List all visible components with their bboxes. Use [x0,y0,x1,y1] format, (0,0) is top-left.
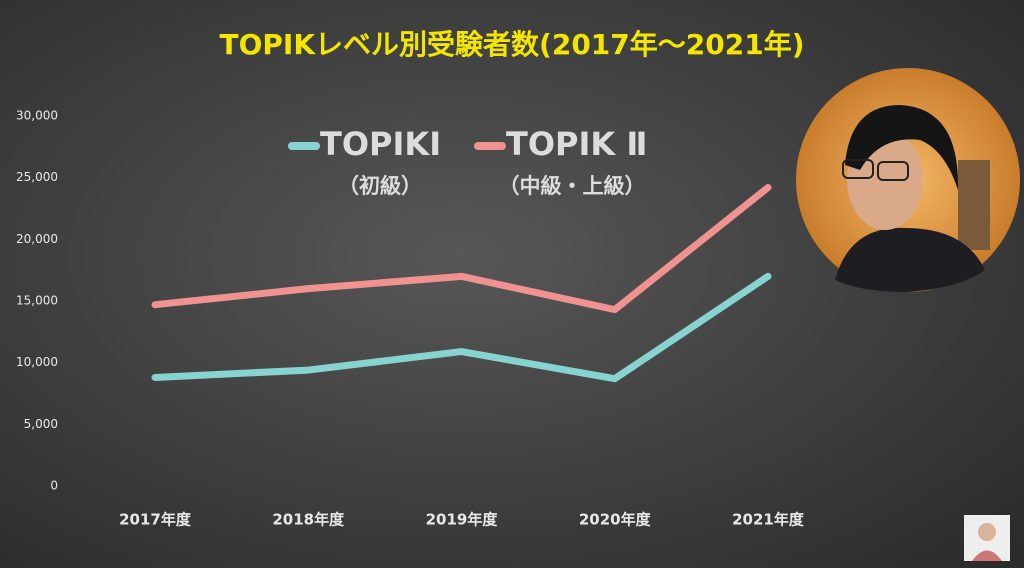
x-tick-label: 2021年度 [732,511,805,529]
y-tick-label: 20,000 [16,232,58,246]
x-tick-label: 2017年度 [119,511,192,529]
series-line [151,272,772,383]
x-tick-label: 2019年度 [426,511,499,529]
legend-label: TOPIKI [320,125,441,163]
legend-sublabel: （初級） [338,174,422,198]
y-tick-label: 0 [50,479,58,493]
presenter-video [796,68,1020,292]
chart-title: TOPIKレベル別受験者数(2017年～2021年) [220,28,805,61]
y-tick-label: 30,000 [16,109,58,123]
legend-label: TOPIK Ⅱ [506,125,647,163]
x-tick-label: 2018年度 [272,511,345,529]
y-tick-label: 10,000 [16,355,58,369]
x-tick-label: 2020年度 [579,511,652,529]
channel-thumbnail [964,515,1010,561]
legend-sublabel: （中級・上級） [499,174,646,198]
y-tick-label: 15,000 [16,294,58,308]
y-tick-label: 25,000 [16,170,58,184]
series-line [151,184,772,314]
y-tick-label: 5,000 [24,417,58,431]
